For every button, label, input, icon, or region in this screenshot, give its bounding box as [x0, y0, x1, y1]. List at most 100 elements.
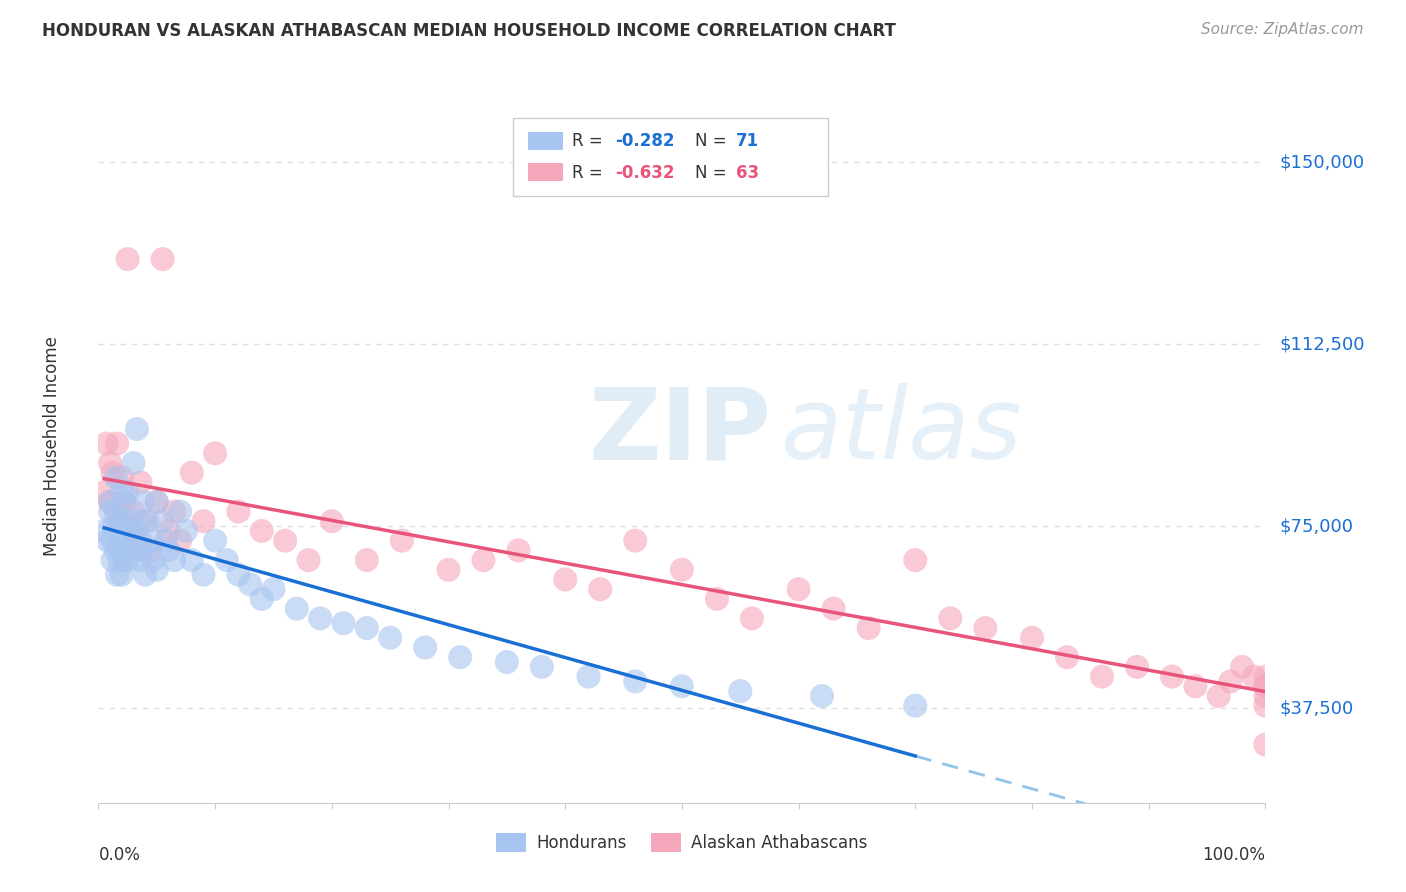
Point	[111, 470, 134, 484]
Point	[508, 543, 530, 558]
Point	[139, 533, 162, 548]
Point	[939, 611, 962, 625]
Point	[111, 514, 134, 528]
Point	[105, 567, 128, 582]
Point	[105, 436, 128, 450]
Text: $37,500: $37,500	[1279, 699, 1354, 717]
Text: Source: ZipAtlas.com: Source: ZipAtlas.com	[1201, 22, 1364, 37]
Point	[193, 514, 215, 528]
Point	[169, 533, 191, 548]
Point	[193, 567, 215, 582]
Point	[134, 567, 156, 582]
Point	[589, 582, 612, 597]
Point	[122, 504, 145, 518]
Point	[157, 543, 180, 558]
Point	[134, 543, 156, 558]
Text: 100.0%: 100.0%	[1202, 846, 1265, 863]
Point	[152, 514, 174, 528]
Point	[146, 563, 169, 577]
Point	[356, 621, 378, 635]
Point	[204, 533, 226, 548]
Point	[449, 650, 471, 665]
Point	[117, 553, 139, 567]
Point	[1243, 670, 1265, 684]
Point	[787, 582, 810, 597]
Point	[96, 436, 118, 450]
Point	[107, 533, 129, 548]
Point	[858, 621, 880, 635]
Point	[204, 446, 226, 460]
Point	[904, 698, 927, 713]
Point	[413, 640, 436, 655]
Point	[146, 495, 169, 509]
Point	[262, 582, 284, 597]
Point	[624, 674, 647, 689]
Point	[111, 533, 134, 548]
Point	[1254, 689, 1277, 703]
Point	[730, 684, 752, 698]
Point	[98, 495, 121, 509]
Point	[174, 524, 197, 538]
Point	[250, 591, 273, 606]
Point	[152, 252, 174, 266]
Point	[155, 533, 177, 548]
Point	[120, 524, 142, 538]
Point	[117, 485, 139, 500]
Text: Median Household Income: Median Household Income	[42, 336, 60, 556]
Point	[125, 422, 148, 436]
Point	[274, 533, 297, 548]
Point	[215, 553, 238, 567]
Point	[332, 616, 354, 631]
Point	[163, 553, 186, 567]
Point	[139, 543, 162, 558]
Point	[356, 553, 378, 567]
Text: atlas: atlas	[782, 384, 1022, 480]
Point	[128, 514, 150, 528]
Text: R =: R =	[572, 132, 609, 150]
Text: N =: N =	[695, 164, 731, 182]
Text: 71: 71	[735, 132, 759, 150]
Point	[1208, 689, 1230, 703]
Point	[321, 514, 343, 528]
Text: $150,000: $150,000	[1279, 153, 1364, 171]
Point	[530, 660, 553, 674]
Point	[239, 577, 262, 591]
Point	[120, 533, 142, 548]
Point	[1161, 670, 1184, 684]
Point	[98, 495, 121, 509]
Point	[117, 252, 139, 266]
Point	[112, 495, 135, 509]
Text: R =: R =	[572, 164, 609, 182]
Point	[157, 524, 180, 538]
Point	[163, 504, 186, 518]
Point	[104, 543, 127, 558]
FancyBboxPatch shape	[513, 118, 828, 196]
Point	[180, 466, 202, 480]
Point	[1254, 679, 1277, 693]
Point	[437, 563, 460, 577]
Point	[169, 504, 191, 518]
Point	[101, 466, 124, 480]
Point	[1254, 670, 1277, 684]
Point	[142, 553, 165, 567]
Point	[110, 543, 132, 558]
Point	[114, 553, 136, 567]
Point	[108, 514, 131, 528]
Text: $112,500: $112,500	[1279, 335, 1365, 353]
Point	[1254, 698, 1277, 713]
Point	[111, 485, 134, 500]
Point	[112, 495, 135, 509]
Point	[108, 553, 131, 567]
Text: -0.632: -0.632	[616, 164, 675, 182]
Point	[1219, 674, 1241, 689]
Point	[624, 533, 647, 548]
Text: ZIP: ZIP	[589, 384, 772, 480]
Point	[125, 533, 148, 548]
Point	[129, 475, 152, 490]
Point	[97, 533, 120, 548]
Point	[104, 470, 127, 484]
Text: $75,000: $75,000	[1279, 517, 1354, 535]
Point	[101, 533, 124, 548]
Point	[823, 601, 845, 615]
Point	[297, 553, 319, 567]
